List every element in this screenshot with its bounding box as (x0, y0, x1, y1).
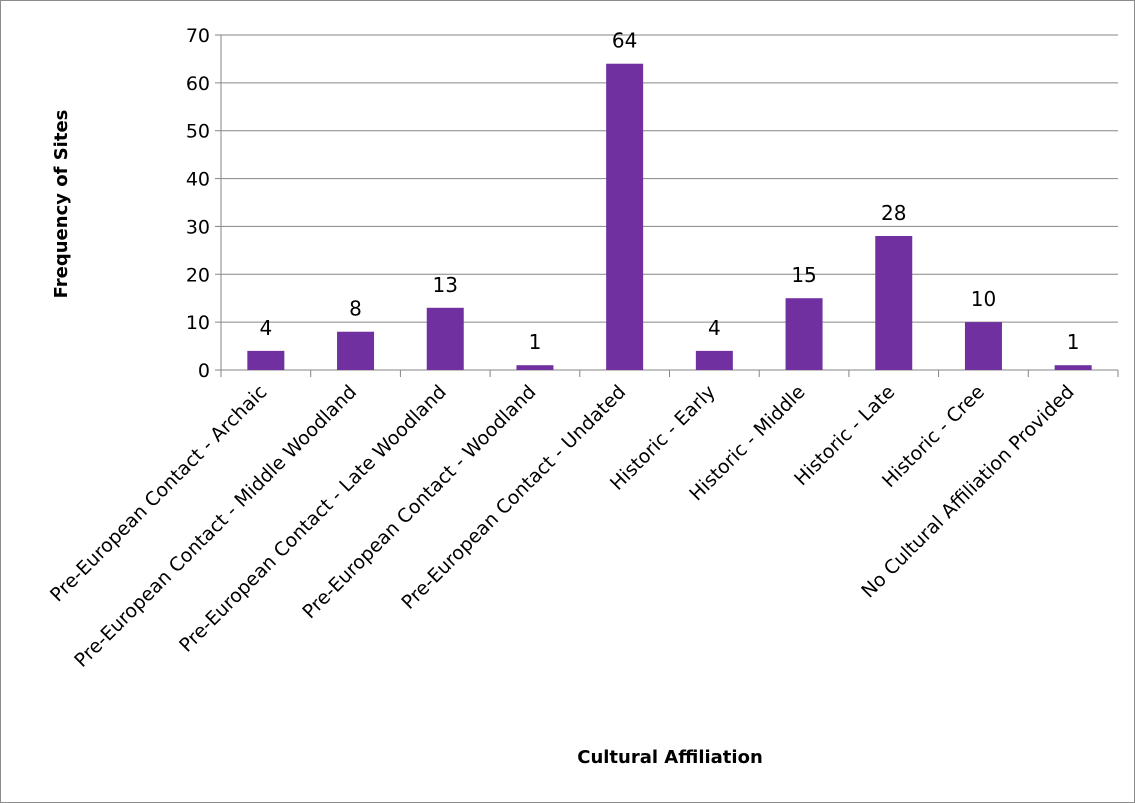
y-axis-title: Frequency of Sites (51, 110, 72, 299)
bar (337, 331, 375, 370)
data-label: 13 (433, 273, 458, 297)
y-tick-label: 30 (186, 216, 210, 238)
y-tick-label: 40 (186, 169, 210, 191)
data-label: 10 (971, 287, 996, 311)
gridlines (221, 34, 1118, 323)
data-label: 8 (349, 297, 362, 321)
data-labels: 4 8 13 1 64 4 15 28 10 1 (259, 29, 1079, 355)
y-tick-label: 50 (186, 121, 210, 143)
y-tick-label: 0 (198, 360, 210, 382)
data-label: 64 (612, 29, 637, 53)
bars (247, 63, 1092, 370)
x-axis-title: Cultural Affiliation (577, 747, 763, 768)
data-label: 1 (1067, 330, 1080, 354)
bar (875, 236, 913, 370)
y-tick-label: 60 (186, 73, 210, 95)
data-label: 28 (881, 201, 906, 225)
bar (247, 350, 285, 370)
data-label: 1 (529, 330, 542, 354)
bar (606, 63, 644, 370)
y-tick-label: 10 (186, 312, 210, 334)
bar (426, 307, 464, 370)
bar (785, 298, 823, 370)
bar (964, 322, 1002, 370)
bar (695, 350, 733, 370)
bar (516, 365, 554, 370)
data-label: 4 (708, 316, 721, 340)
data-label: 4 (259, 316, 272, 340)
y-tick-label: 70 (186, 25, 210, 47)
y-tick-label: 20 (186, 264, 210, 286)
data-label: 15 (791, 263, 816, 287)
bar (1054, 365, 1092, 370)
